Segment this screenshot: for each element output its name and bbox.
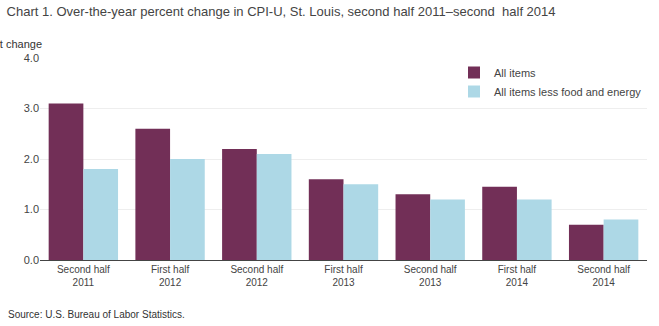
svg-text:All items: All items (494, 67, 536, 79)
svg-text:Second half2014: Second half2014 (577, 264, 630, 288)
svg-text:First half2012: First half2012 (151, 264, 190, 288)
svg-text:Second half2012: Second half2012 (230, 264, 283, 288)
svg-text:Source: U.S. Bureau of Labor S: Source: U.S. Bureau of Labor Statistics. (8, 309, 185, 320)
svg-text:4.0: 4.0 (24, 52, 39, 64)
svg-text:Second half2013: Second half2013 (404, 264, 457, 288)
svg-text:Chart 1. Over-the-year percent: Chart 1. Over-the-year percent change in… (7, 4, 556, 19)
svg-text:First half2013: First half2013 (324, 264, 363, 288)
svg-text:2.0: 2.0 (24, 153, 39, 165)
svg-text:3.0: 3.0 (24, 102, 39, 114)
svg-text:First half2014: First half2014 (498, 264, 537, 288)
svg-text:0.0: 0.0 (24, 254, 39, 266)
svg-text:All items less food and energy: All items less food and energy (494, 86, 641, 98)
svg-text:1.0: 1.0 (24, 203, 39, 215)
svg-text:Percent change: Percent change (0, 38, 42, 50)
svg-text:Second half2011: Second half2011 (57, 264, 110, 288)
